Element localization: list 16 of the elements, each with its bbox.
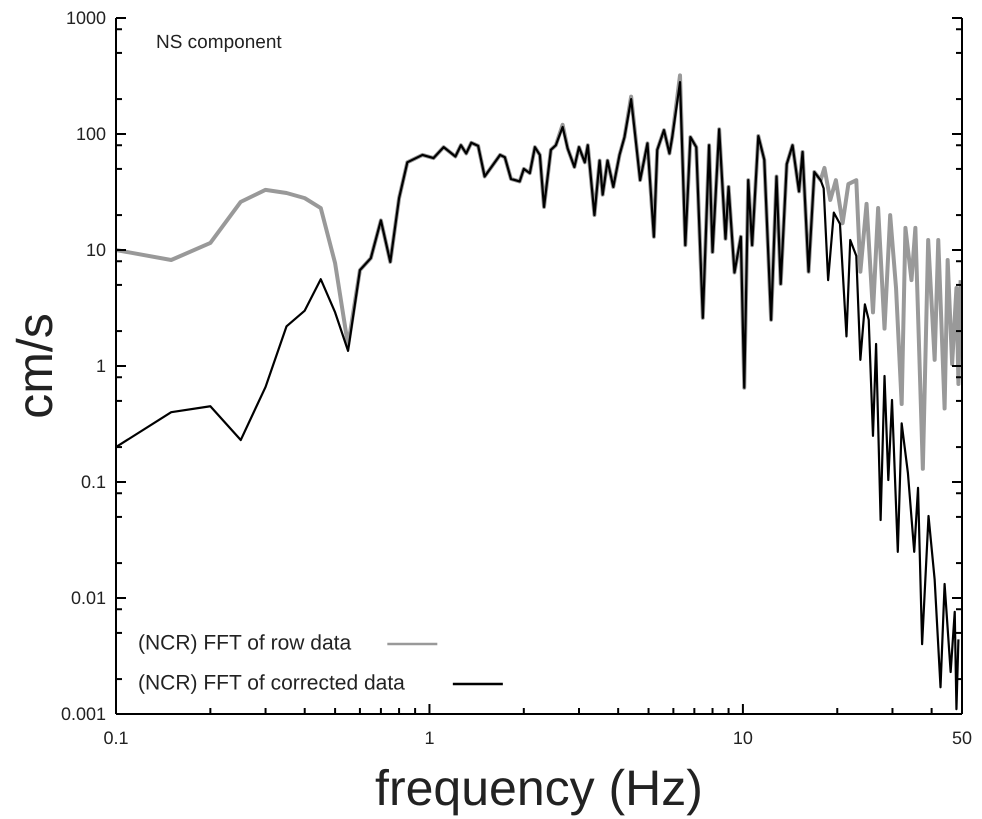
y-tick-label: 0.01: [70, 588, 106, 608]
legend-label: (NCR) FFT of row data: [138, 632, 352, 655]
x-tick-label: 0.1: [103, 728, 129, 748]
y-tick-label: 100: [76, 124, 106, 144]
y-tick-label: 0.001: [60, 704, 106, 724]
legend-label: (NCR) FFT of corrected data: [138, 672, 406, 695]
annotation: NS component: [156, 32, 282, 53]
y-axis-title: cm/s: [7, 313, 63, 419]
y-tick-label: 1000: [66, 8, 106, 28]
x-tick-label: 1: [424, 728, 434, 748]
x-axis-title: frequency (Hz): [375, 760, 703, 816]
x-tick-label: 10: [732, 728, 753, 748]
y-tick-label: 1: [96, 356, 106, 376]
y-tick-label: 10: [86, 240, 106, 260]
y-tick-label: 0.1: [80, 472, 106, 492]
x-tick-label: 50: [952, 728, 972, 748]
